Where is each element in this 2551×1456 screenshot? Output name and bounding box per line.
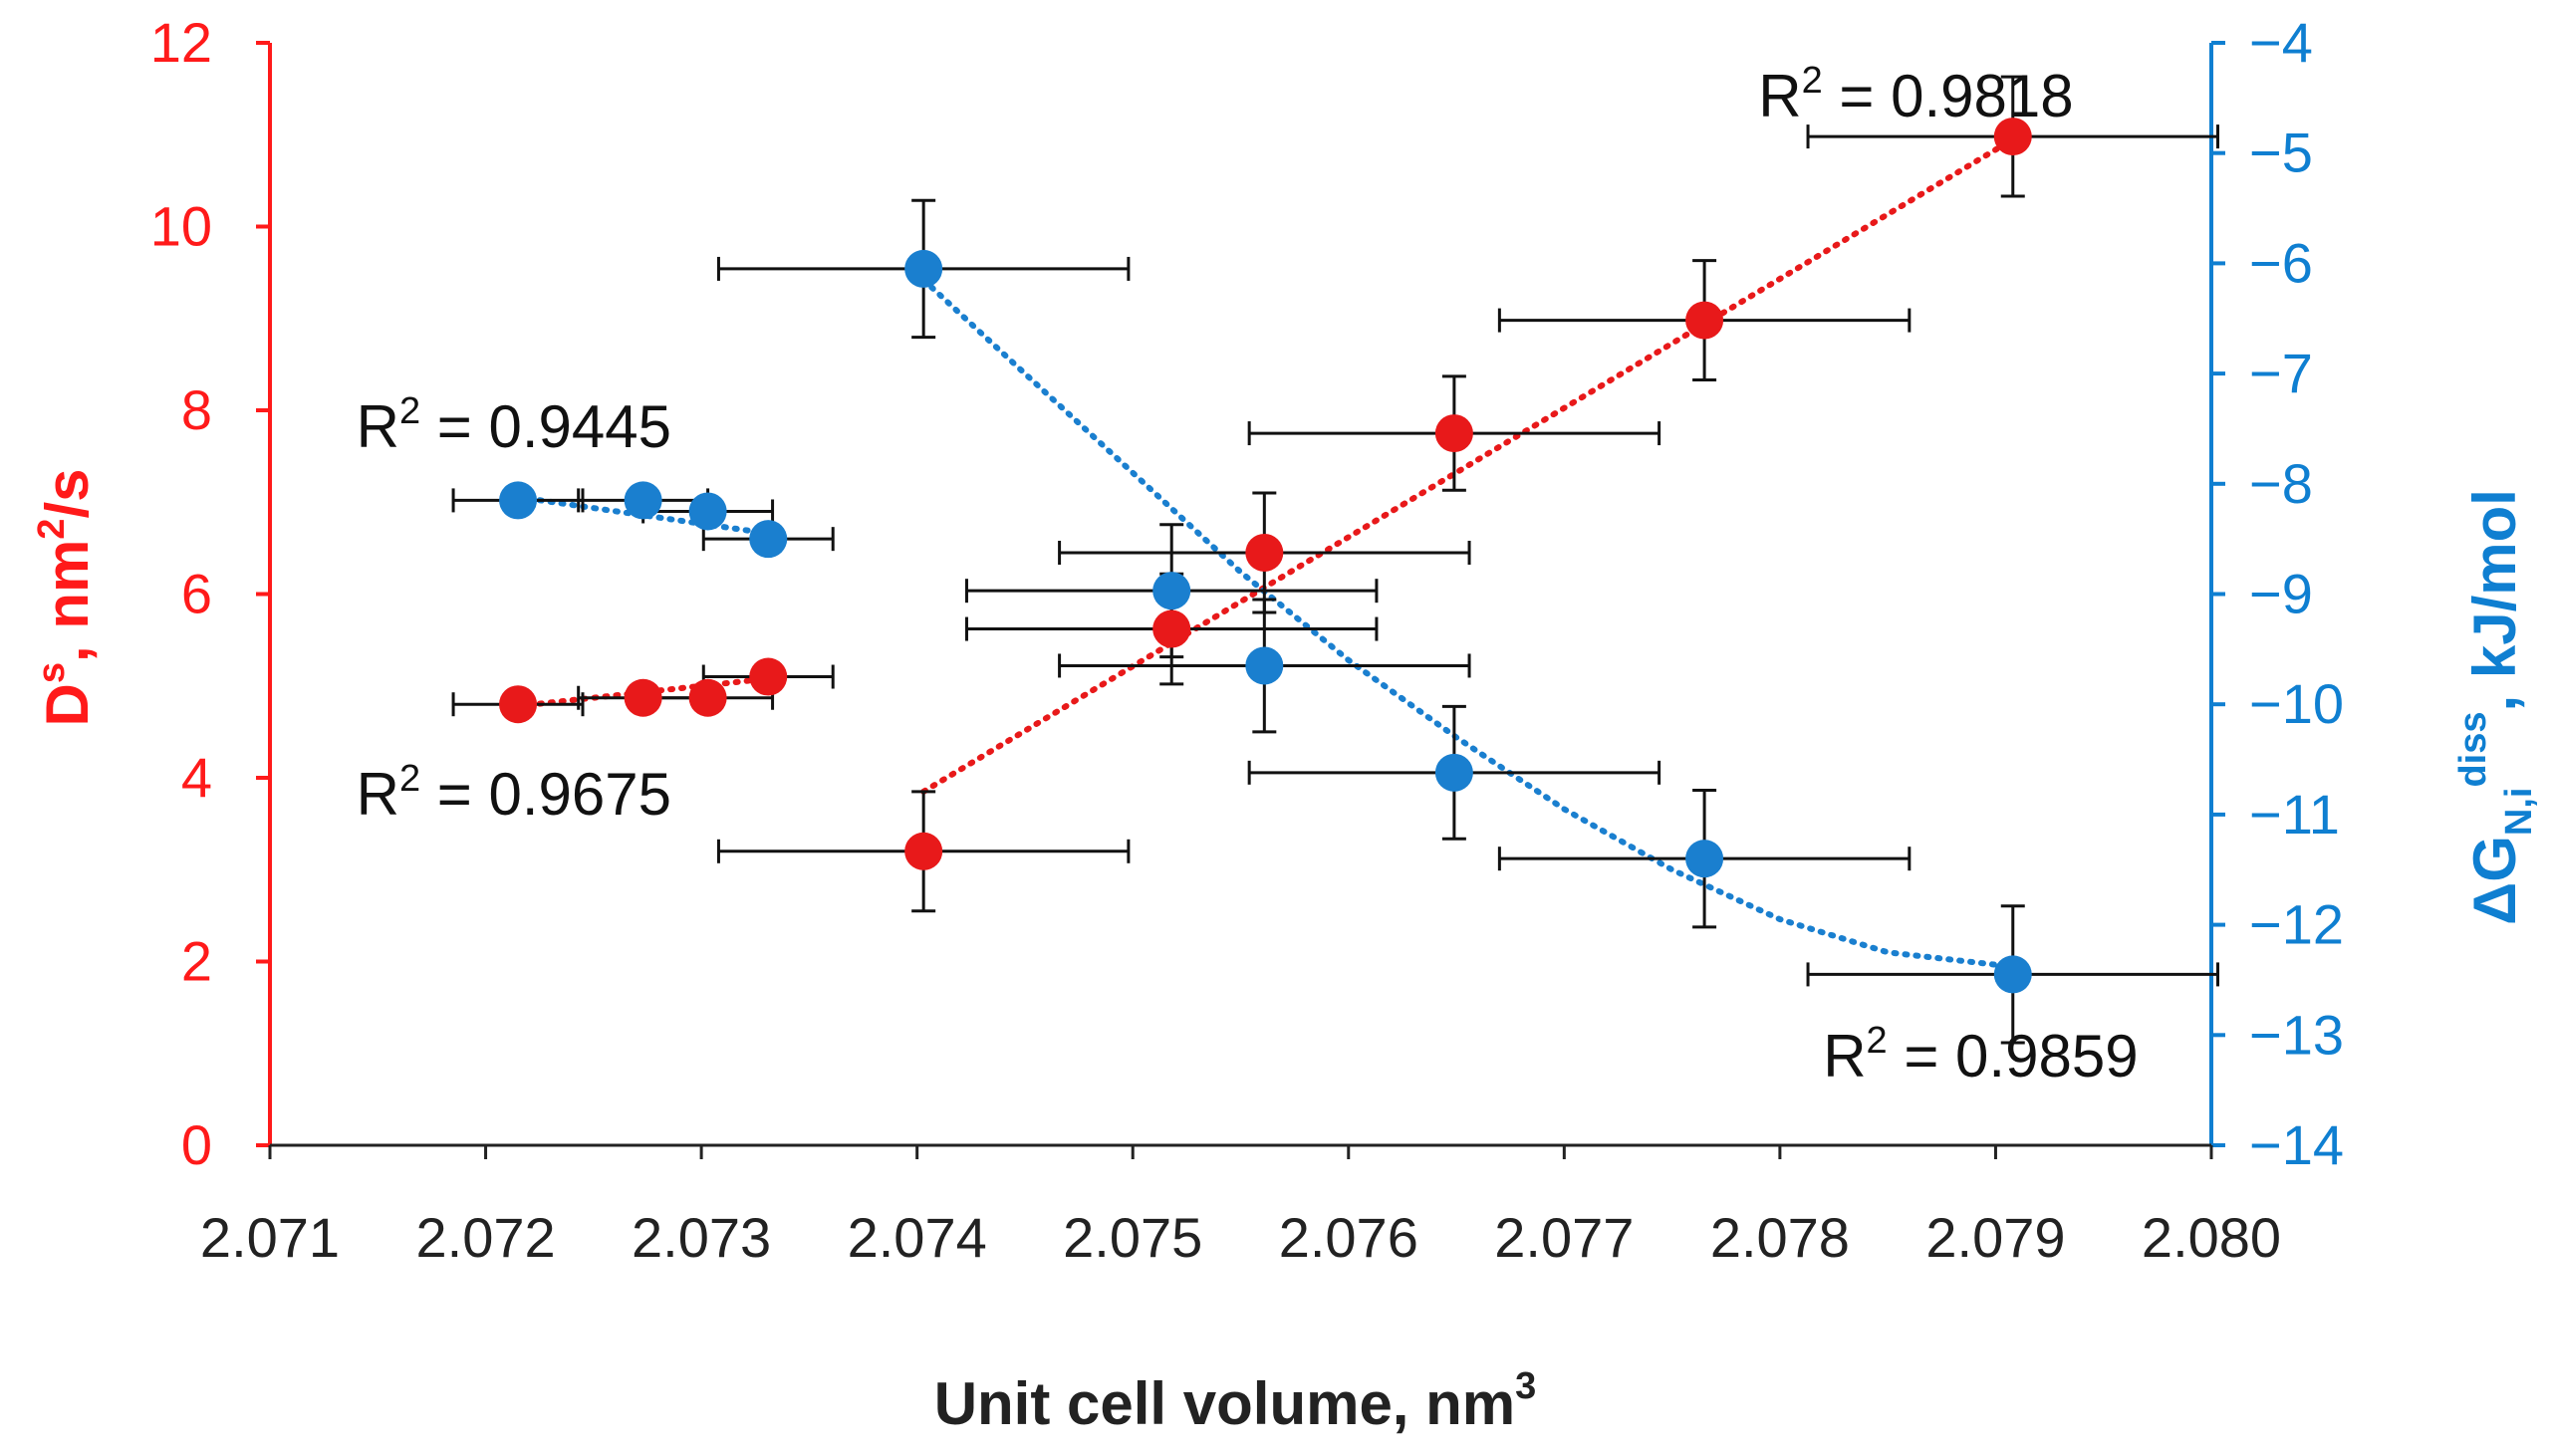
x-tick-label: 2.072 bbox=[415, 1206, 555, 1269]
data-point-dG bbox=[1993, 955, 2032, 994]
right-tick-label: −13 bbox=[2249, 1003, 2344, 1066]
right-axis-title-sup: diss bbox=[2452, 712, 2494, 788]
x-axis-title-main: Unit cell volume, nm bbox=[934, 1370, 1515, 1437]
right-tick-label: −8 bbox=[2249, 452, 2313, 515]
data-point-dG bbox=[688, 492, 727, 531]
left-axis-title-end: /s bbox=[34, 468, 101, 518]
trendline-dG bbox=[515, 494, 772, 537]
left-axis-title-sup1: s bbox=[31, 662, 73, 683]
right-tick-label: −9 bbox=[2249, 563, 2313, 625]
x-tick-label: 2.079 bbox=[1925, 1206, 2065, 1269]
r-squared-base: R bbox=[357, 761, 399, 828]
data-point-Ds bbox=[749, 657, 788, 696]
r-squared-value: = 0.9675 bbox=[420, 761, 671, 828]
r-squared-value: = 0.9818 bbox=[1823, 63, 2074, 129]
data-point-dG bbox=[1685, 840, 1724, 878]
r-squared-base: R bbox=[357, 393, 399, 460]
left-axis-title: Ds, nm2/s bbox=[31, 468, 101, 726]
left-tick-label: 8 bbox=[181, 378, 212, 441]
right-tick-label: −4 bbox=[2249, 11, 2313, 74]
right-axis-title: ΔGN,idiss, kJ/mol bbox=[2452, 489, 2540, 925]
r-squared-sup: 2 bbox=[1802, 60, 1823, 102]
x-tick-label: 2.074 bbox=[848, 1206, 987, 1269]
right-tick-label: −7 bbox=[2249, 342, 2313, 404]
r-squared-sup: 2 bbox=[1867, 1020, 1888, 1062]
data-point-Ds bbox=[1152, 609, 1191, 648]
left-tick-label: 6 bbox=[181, 563, 212, 625]
data-point-dG bbox=[1152, 572, 1191, 610]
r-squared-sup: 2 bbox=[399, 390, 420, 432]
data-point-dG bbox=[1434, 753, 1473, 792]
data-point-dG bbox=[624, 481, 662, 520]
data-point-Ds bbox=[1245, 533, 1284, 572]
trendline-Ds bbox=[920, 135, 2016, 795]
right-tick-label: −11 bbox=[2249, 783, 2340, 846]
data-point-Ds bbox=[499, 685, 538, 724]
data-point-Ds bbox=[1685, 301, 1724, 340]
right-tick-label: −10 bbox=[2249, 672, 2344, 735]
r-squared-base: R bbox=[1758, 63, 1801, 129]
x-tick-label: 2.075 bbox=[1063, 1206, 1202, 1269]
data-point-dG bbox=[499, 481, 538, 520]
r-squared-base: R bbox=[1823, 1023, 1866, 1090]
x-tick-label: 2.078 bbox=[1710, 1206, 1850, 1269]
x-tick-label: 2.076 bbox=[1279, 1206, 1418, 1269]
left-axis-title-sup2: 2 bbox=[31, 519, 73, 540]
left-tick-label: 4 bbox=[181, 746, 212, 809]
r-squared-annotation: R2 = 0.9818 bbox=[1758, 60, 2073, 129]
right-tick-label: −14 bbox=[2249, 1113, 2344, 1176]
data-point-Ds bbox=[1434, 414, 1473, 453]
right-tick-label: −12 bbox=[2249, 893, 2344, 956]
r-squared-annotation: R2 = 0.9675 bbox=[357, 758, 671, 828]
trendline-Ds bbox=[515, 675, 772, 709]
x-axis-title: Unit cell volume, nm3 bbox=[934, 1365, 1537, 1437]
x-axis-title-sup: 3 bbox=[1515, 1365, 1536, 1407]
trendline-dG bbox=[920, 277, 2016, 970]
right-axis-title-main: ΔG bbox=[2461, 836, 2528, 925]
r-squared-annotation: R2 = 0.9445 bbox=[357, 390, 671, 460]
data-point-Ds bbox=[1993, 118, 2032, 156]
left-tick-label: 0 bbox=[181, 1113, 212, 1176]
r-squared-value: = 0.9445 bbox=[420, 393, 671, 460]
x-tick-label: 2.071 bbox=[200, 1206, 340, 1269]
left-tick-label: 12 bbox=[150, 11, 212, 74]
r-squared-annotation: R2 = 0.9859 bbox=[1823, 1020, 2138, 1090]
data-point-Ds bbox=[624, 678, 662, 717]
left-tick-label: 2 bbox=[181, 930, 212, 993]
data-point-dG bbox=[749, 520, 788, 559]
x-tick-label: 2.080 bbox=[2142, 1206, 2281, 1269]
right-axis-title-end: , kJ/mol bbox=[2461, 489, 2528, 711]
right-tick-label: −6 bbox=[2249, 231, 2313, 294]
data-point-dG bbox=[904, 249, 943, 288]
data-point-Ds bbox=[688, 678, 727, 717]
data-point-Ds bbox=[904, 832, 943, 870]
x-tick-label: 2.077 bbox=[1494, 1206, 1634, 1269]
data-point-dG bbox=[1245, 646, 1284, 685]
x-tick-label: 2.073 bbox=[632, 1206, 771, 1269]
left-tick-label: 10 bbox=[150, 195, 212, 258]
r-squared-value: = 0.9859 bbox=[1888, 1023, 2139, 1090]
r-squared-sup: 2 bbox=[399, 758, 420, 800]
right-axis-title-sub: N,i bbox=[2498, 788, 2540, 837]
right-tick-label: −5 bbox=[2249, 121, 2313, 184]
left-axis-title-main: D bbox=[34, 683, 101, 726]
left-axis-title-mid: , nm bbox=[34, 540, 101, 662]
